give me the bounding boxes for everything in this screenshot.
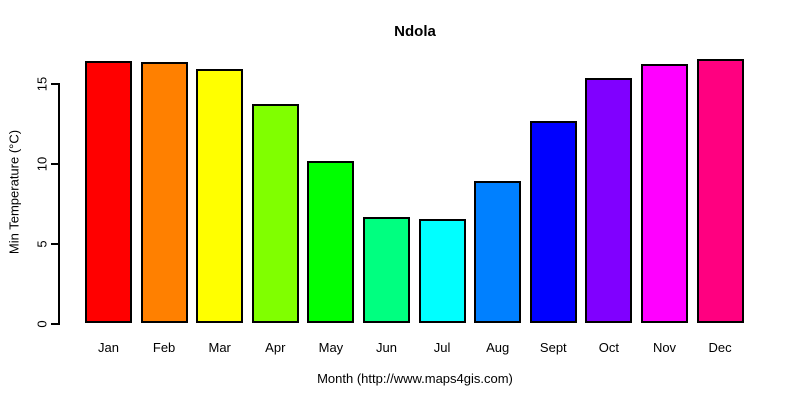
x-tick-label-may: May [318, 340, 344, 355]
x-tick-label-apr: Apr [265, 340, 286, 355]
x-tick-label-oct: Oct [598, 340, 620, 355]
y-axis-tick [51, 323, 58, 325]
bar-nov [641, 63, 688, 323]
x-tick-label-feb: Feb [152, 340, 176, 355]
x-tick-label-sept: Sept [539, 340, 567, 355]
y-tick-label: 15 [34, 76, 50, 92]
x-axis-label: Month (http://www.maps4gis.com) [317, 371, 513, 386]
y-axis-tick [51, 163, 58, 165]
bar-jul [418, 219, 466, 323]
y-axis-tick [51, 83, 58, 85]
x-tick-label-jul: Jul [433, 340, 451, 355]
bar-jun [363, 217, 410, 323]
x-tick-label-dec: Dec [708, 340, 732, 355]
bar-dec [696, 59, 744, 323]
y-axis-label: Min Temperature (°C) [6, 129, 22, 255]
y-tick-label: 5 [34, 240, 50, 248]
y-axis-line [58, 83, 60, 325]
x-tick-label-nov: Nov [652, 340, 677, 355]
bar-mar [196, 68, 244, 323]
x-tick-label-mar: Mar [208, 340, 231, 355]
x-tick-label-aug: Aug [486, 340, 510, 355]
bar-apr [251, 103, 299, 323]
bar-aug [474, 180, 522, 323]
bar-may [307, 161, 355, 323]
bar-jan [85, 60, 132, 323]
x-tick-label-jun: Jun [376, 340, 397, 355]
bar-feb [140, 62, 188, 323]
bar-sept [529, 121, 577, 323]
bar-oct [585, 78, 633, 323]
chart-title: Ndola [394, 23, 436, 40]
x-tick-label-jan: Jan [98, 340, 119, 355]
y-tick-label: 0 [34, 320, 50, 328]
y-tick-label: 10 [34, 156, 50, 172]
y-axis-tick [51, 243, 58, 245]
